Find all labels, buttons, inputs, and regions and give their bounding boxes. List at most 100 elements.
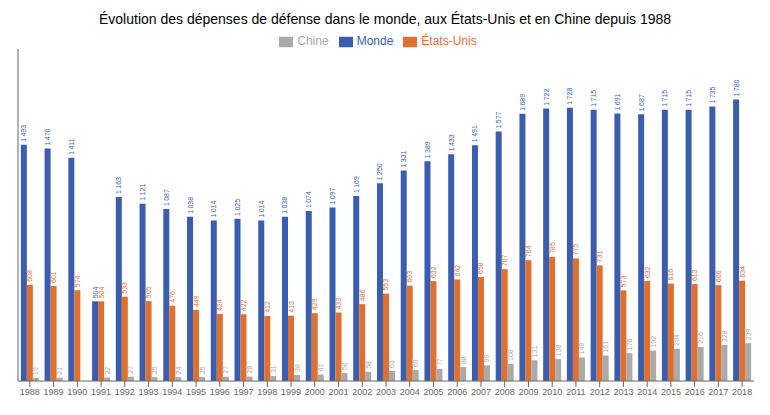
svg-text:764: 764	[525, 245, 532, 257]
svg-text:2012: 2012	[590, 387, 610, 397]
svg-text:25: 25	[151, 366, 158, 374]
svg-text:573: 573	[620, 276, 627, 288]
svg-text:2015: 2015	[661, 387, 681, 397]
svg-text:2007: 2007	[471, 387, 491, 397]
svg-text:1 491: 1 491	[471, 125, 478, 142]
svg-text:1 493: 1 493	[20, 125, 27, 142]
svg-text:1999: 1999	[281, 387, 301, 397]
svg-text:204: 204	[673, 334, 680, 346]
svg-text:1 433: 1 433	[448, 134, 455, 151]
svg-text:1 728: 1 728	[566, 88, 573, 105]
svg-text:413: 413	[288, 301, 295, 313]
svg-text:27: 27	[222, 366, 229, 374]
svg-text:108: 108	[507, 349, 514, 361]
svg-text:2003: 2003	[376, 387, 396, 397]
svg-text:1 014: 1 014	[210, 201, 217, 218]
svg-text:1 014: 1 014	[258, 201, 265, 218]
svg-text:1 331: 1 331	[400, 150, 407, 167]
svg-text:1 038: 1 038	[187, 197, 194, 214]
svg-text:632: 632	[644, 266, 651, 278]
svg-text:424: 424	[216, 299, 223, 311]
svg-text:1 411: 1 411	[68, 138, 75, 155]
svg-text:19: 19	[32, 367, 39, 375]
svg-text:58: 58	[365, 361, 372, 369]
svg-text:24: 24	[175, 366, 182, 374]
svg-text:69: 69	[412, 359, 419, 367]
svg-text:192: 192	[650, 336, 657, 348]
svg-text:2011: 2011	[566, 387, 585, 397]
svg-text:1996: 1996	[210, 387, 230, 397]
svg-text:138: 138	[555, 344, 562, 356]
svg-text:1 715: 1 715	[590, 90, 597, 107]
svg-text:1995: 1995	[186, 387, 206, 397]
svg-text:1 577: 1 577	[495, 111, 502, 128]
svg-text:707: 707	[501, 254, 508, 266]
svg-text:2009: 2009	[518, 387, 538, 397]
svg-text:41: 41	[317, 364, 324, 372]
svg-text:63: 63	[388, 360, 395, 368]
svg-text:553: 553	[382, 279, 389, 291]
svg-text:632: 632	[430, 266, 437, 278]
svg-text:1 087: 1 087	[163, 189, 170, 206]
svg-text:429: 429	[311, 298, 318, 310]
svg-text:161: 161	[602, 341, 609, 353]
svg-text:1 691: 1 691	[614, 93, 621, 110]
svg-text:1990: 1990	[67, 387, 87, 397]
svg-text:1 722: 1 722	[543, 89, 550, 106]
svg-text:176: 176	[626, 338, 633, 350]
svg-text:1 715: 1 715	[685, 90, 692, 107]
svg-text:77: 77	[436, 358, 443, 366]
svg-text:1 687: 1 687	[638, 94, 645, 111]
svg-text:634: 634	[739, 266, 746, 278]
svg-text:1992: 1992	[115, 387, 135, 397]
svg-text:2008: 2008	[495, 387, 515, 397]
svg-text:412: 412	[264, 301, 271, 313]
svg-text:486: 486	[359, 289, 366, 301]
svg-text:608: 608	[26, 270, 33, 282]
svg-text:642: 642	[454, 265, 461, 277]
svg-text:1994: 1994	[162, 387, 182, 397]
svg-text:1 715: 1 715	[661, 90, 668, 107]
svg-text:504: 504	[98, 286, 105, 298]
svg-text:1998: 1998	[257, 387, 277, 397]
svg-text:1 250: 1 250	[376, 163, 383, 180]
svg-text:601: 601	[50, 271, 57, 283]
svg-text:28: 28	[246, 366, 253, 374]
svg-text:2017: 2017	[708, 387, 728, 397]
svg-text:1 169: 1 169	[353, 176, 360, 193]
svg-text:2018: 2018	[732, 387, 752, 397]
svg-text:1989: 1989	[44, 387, 64, 397]
svg-text:38: 38	[294, 364, 301, 372]
svg-text:2001: 2001	[329, 387, 349, 397]
svg-text:88: 88	[460, 356, 467, 364]
svg-text:1 038: 1 038	[282, 197, 289, 214]
svg-text:1 470: 1 470	[44, 128, 51, 145]
svg-text:1 689: 1 689	[519, 94, 526, 111]
svg-text:1 735: 1 735	[709, 86, 716, 103]
svg-text:21: 21	[56, 367, 63, 375]
svg-text:731: 731	[596, 251, 603, 263]
svg-text:603: 603	[406, 271, 413, 283]
svg-text:658: 658	[477, 262, 484, 274]
svg-text:50: 50	[341, 362, 348, 370]
svg-text:606: 606	[715, 270, 722, 282]
svg-text:31: 31	[270, 365, 277, 373]
svg-text:433: 433	[335, 298, 342, 310]
svg-text:1 121: 1 121	[139, 184, 146, 201]
svg-text:533: 533	[121, 282, 128, 294]
svg-text:2010: 2010	[542, 387, 562, 397]
svg-text:1 025: 1 025	[234, 199, 241, 216]
svg-text:2004: 2004	[400, 387, 420, 397]
svg-text:1 389: 1 389	[424, 141, 431, 158]
svg-text:574: 574	[74, 275, 81, 287]
svg-text:1 163: 1 163	[115, 177, 122, 194]
svg-text:22: 22	[104, 367, 111, 375]
svg-text:2002: 2002	[352, 387, 372, 397]
svg-text:775: 775	[572, 244, 579, 256]
svg-text:1 780: 1 780	[733, 79, 740, 96]
svg-text:422: 422	[240, 299, 247, 311]
svg-text:239: 239	[745, 328, 752, 340]
svg-text:2014: 2014	[637, 387, 657, 397]
svg-text:449: 449	[193, 295, 200, 307]
svg-text:616: 616	[667, 269, 674, 281]
